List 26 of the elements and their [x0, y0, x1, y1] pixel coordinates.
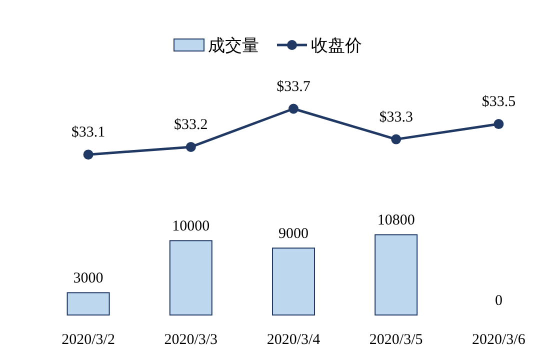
data-label: $33.1: [71, 124, 106, 141]
data-label: 10000: [172, 218, 210, 235]
x-tick-label: 2020/3/6: [472, 332, 526, 348]
x-tick-label: 2020/3/2: [62, 332, 115, 348]
data-label: 10800: [377, 212, 415, 229]
point: [288, 104, 298, 114]
point: [186, 142, 196, 152]
point: [83, 150, 94, 160]
bar: [374, 234, 418, 316]
point: [494, 119, 504, 130]
data-label: $33.7: [276, 78, 311, 95]
data-label: 9000: [278, 226, 308, 242]
point: [391, 134, 402, 144]
data-label: 0: [494, 293, 502, 309]
bar: [169, 240, 212, 316]
data-label: 3000: [73, 270, 104, 287]
legend-label: 成交量: [208, 36, 259, 56]
x-tick-label: 2020/3/3: [164, 332, 218, 348]
data-label: $33.3: [379, 109, 413, 126]
data-label: $33.2: [174, 116, 208, 133]
x-tick-label: 2020/3/4: [266, 332, 321, 348]
x-tick-label: 2020/3/5: [369, 332, 423, 348]
data-label: $33.5: [482, 94, 516, 110]
bar: [66, 292, 110, 316]
bar: [272, 248, 315, 316]
legend-label: 收盘价: [311, 36, 362, 56]
